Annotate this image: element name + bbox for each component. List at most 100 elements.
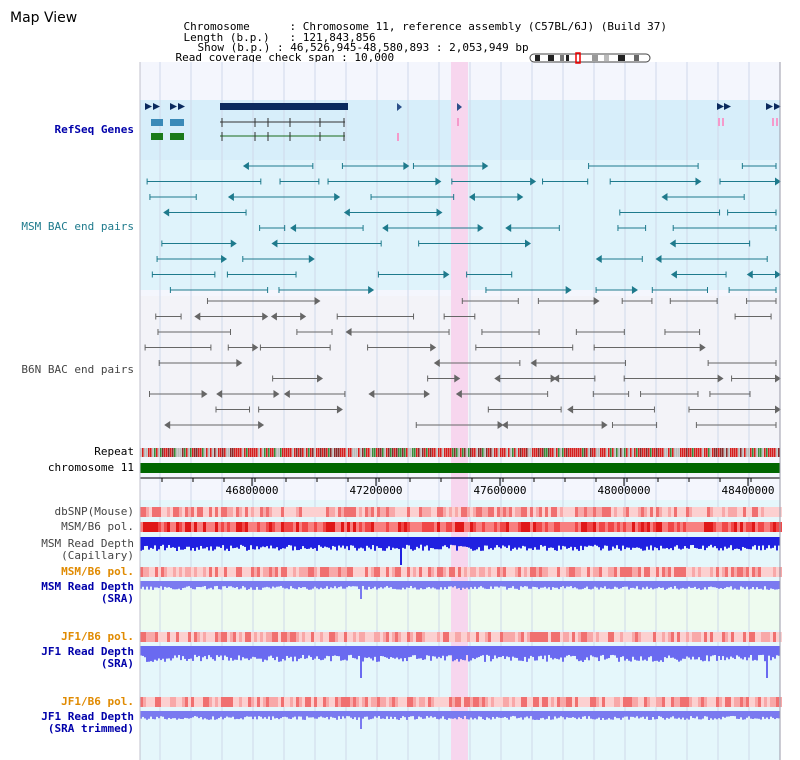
- read-depth-bar: [184, 537, 186, 550]
- read-depth-bar: [474, 537, 476, 551]
- read-depth-bar: [720, 537, 722, 549]
- read-depth-bar: [256, 711, 258, 720]
- read-depth-bar: [732, 711, 734, 716]
- read-depth-bar: [634, 537, 636, 548]
- polymorphism-cell: [707, 632, 710, 642]
- read-depth-bar: [536, 537, 538, 550]
- polymorphism-cell: [311, 567, 314, 577]
- read-depth-bar: [216, 581, 218, 586]
- read-depth-bar: [218, 646, 220, 657]
- read-depth-bar: [362, 711, 364, 719]
- read-depth-bar: [214, 711, 216, 720]
- label-jf1-pol-2[interactable]: JF1/B6 pol.: [61, 695, 134, 708]
- polymorphism-cell: [725, 522, 728, 532]
- polymorphism-cell: [617, 522, 620, 532]
- read-depth-bar: [418, 581, 420, 590]
- label-refseq-genes[interactable]: RefSeq Genes: [54, 123, 134, 136]
- polymorphism-cell: [464, 697, 467, 707]
- ideogram-band: [566, 55, 569, 61]
- label-msm-depth-sra-2[interactable]: (SRA): [100, 592, 134, 605]
- read-depth-bar: [426, 537, 428, 546]
- msm-bac-arrow: [530, 177, 537, 186]
- chromosome-ideogram[interactable]: [529, 52, 651, 64]
- polymorphism-cell: [272, 507, 275, 517]
- polymorphism-cell: [560, 522, 563, 532]
- label-msm-pol-1[interactable]: MSM/B6 pol.: [61, 520, 134, 533]
- label-msm-pol-2[interactable]: MSM/B6 pol.: [61, 565, 134, 578]
- polymorphism-cell: [332, 697, 335, 707]
- label-msm-depth-sra-1[interactable]: MSM Read Depth: [41, 580, 134, 593]
- label-msm-depth-cap-1[interactable]: MSM Read Depth: [41, 537, 134, 550]
- repeat-segment: [308, 448, 310, 457]
- read-depth-bar: [516, 646, 518, 658]
- polymorphism-cell: [563, 697, 566, 707]
- polymorphism-cell: [434, 507, 437, 517]
- polymorphism-cell: [446, 507, 449, 517]
- label-jf1-depth-sra-2[interactable]: (SRA): [100, 657, 134, 670]
- read-depth-bar: [666, 646, 668, 659]
- polymorphism-cell: [359, 522, 362, 532]
- polymorphism-cell: [416, 507, 419, 517]
- read-depth-bar: [532, 711, 534, 720]
- repeat-segment: [254, 448, 256, 457]
- refseq-gene-features[interactable]: [145, 103, 781, 141]
- polymorphism-cell: [677, 632, 680, 642]
- read-depth-bar: [270, 646, 272, 656]
- msm-bac-features[interactable]: [146, 162, 781, 294]
- repeat-segment: [148, 448, 150, 457]
- read-depth-bar: [756, 711, 758, 719]
- repeat-segment: [632, 448, 634, 457]
- repeat-segment: [284, 448, 286, 457]
- polymorphism-cell: [680, 522, 683, 532]
- b6n-bac-features[interactable]: [144, 297, 781, 429]
- polymorphism-cell: [140, 522, 143, 532]
- read-depth-bar: [172, 581, 174, 590]
- read-depth-bar: [400, 646, 402, 659]
- polymorphism-cell: [704, 567, 707, 577]
- read-depth-bar: [684, 537, 686, 547]
- label-msm-bac[interactable]: MSM BAC end pairs: [21, 220, 134, 233]
- read-depth-bar: [212, 581, 214, 590]
- polymorphism-cell: [431, 697, 434, 707]
- polymorphism-cell: [182, 507, 185, 517]
- label-jf1-depth-trim-2[interactable]: (SRA trimmed): [47, 722, 134, 735]
- read-depth-bar: [384, 711, 386, 719]
- read-depth-bar: [178, 711, 180, 719]
- read-depth-bar: [348, 646, 350, 656]
- read-depth-bar: [594, 711, 596, 720]
- label-dbsnp[interactable]: dbSNP(Mouse): [54, 505, 134, 518]
- read-depth-bar: [722, 646, 724, 657]
- read-depth-bar: [772, 646, 774, 658]
- read-depth-bar: [508, 711, 510, 720]
- axis-tick-label: 46800000: [226, 484, 279, 497]
- repeat-segment: [174, 448, 176, 457]
- label-jf1-depth-trim-1[interactable]: JF1 Read Depth: [41, 710, 134, 723]
- repeat-segment: [402, 448, 404, 457]
- read-depth-bar: [746, 537, 748, 549]
- label-b6n-bac[interactable]: B6N BAC end pairs: [21, 363, 134, 376]
- read-depth-bar: [710, 711, 712, 719]
- polymorphism-cell: [620, 507, 623, 517]
- read-depth-bar: [504, 537, 506, 547]
- polymorphism-cell: [326, 522, 329, 532]
- read-depth-bar: [278, 537, 280, 551]
- read-depth-bar: [370, 646, 372, 659]
- read-depth-bar: [578, 646, 580, 662]
- read-depth-bar: [150, 646, 152, 662]
- repeat-segment: [774, 448, 776, 457]
- read-depth-bar: [738, 646, 740, 657]
- read-depth-bar: [552, 646, 554, 660]
- read-depth-bar: [498, 646, 500, 657]
- polymorphism-cell: [341, 522, 344, 532]
- read-depth-bar: [256, 581, 258, 587]
- read-depth-bar: [778, 711, 780, 719]
- label-jf1-depth-sra-1[interactable]: JF1 Read Depth: [41, 645, 134, 658]
- repeat-segment: [736, 448, 738, 457]
- label-msm-depth-cap-2[interactable]: (Capillary): [61, 549, 134, 562]
- read-depth-bar: [568, 646, 570, 655]
- label-jf1-pol-1[interactable]: JF1/B6 pol.: [61, 630, 134, 643]
- read-depth-bar: [524, 646, 526, 657]
- polymorphism-cell: [464, 522, 467, 532]
- polymorphism-cell: [608, 522, 611, 532]
